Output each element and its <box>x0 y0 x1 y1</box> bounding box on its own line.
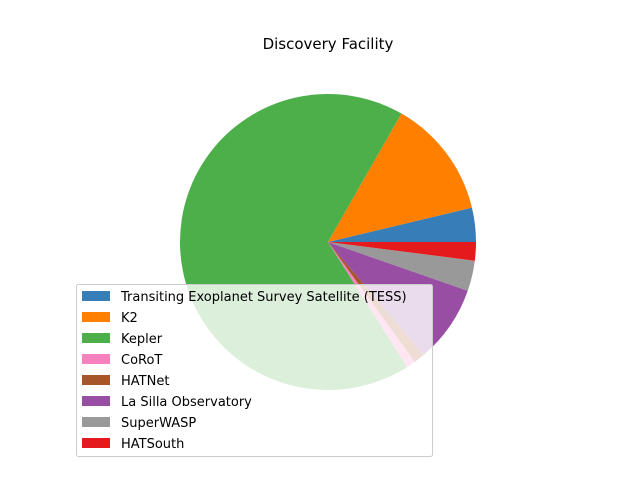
legend-label-4: HATNet <box>121 374 169 389</box>
legend-item-7: HATSouth <box>82 437 184 452</box>
legend-label-6: SuperWASP <box>121 416 196 431</box>
pie-slice-0 <box>328 207 476 242</box>
legend-label-5: La Silla Observatory <box>121 395 252 410</box>
legend-item-5: La Silla Observatory <box>82 395 252 410</box>
legend-swatch-2 <box>82 333 110 343</box>
legend-item-1: K2 <box>82 311 138 326</box>
legend-item-2: Kepler <box>82 332 163 347</box>
pie-slice-6 <box>328 242 475 291</box>
legend-swatch-1 <box>82 312 110 322</box>
legend-swatch-3 <box>82 354 110 364</box>
legend-label-7: HATSouth <box>121 437 184 452</box>
pie-slice-7 <box>328 242 476 261</box>
legend-item-6: SuperWASP <box>82 416 196 431</box>
legend-swatch-0 <box>82 291 110 301</box>
legend-swatch-6 <box>82 417 110 427</box>
legend-label-2: Kepler <box>121 332 163 347</box>
legend-item-3: CoRoT <box>82 353 162 368</box>
legend-items: Transiting Exoplanet Survey Satellite (T… <box>82 290 407 452</box>
legend-label-1: K2 <box>121 311 138 326</box>
legend-label-0: Transiting Exoplanet Survey Satellite (T… <box>120 290 407 305</box>
legend-label-3: CoRoT <box>121 353 162 368</box>
legend-item-0: Transiting Exoplanet Survey Satellite (T… <box>82 290 407 305</box>
legend-item-4: HATNet <box>82 374 169 389</box>
legend-frame <box>76 284 433 457</box>
legend-swatch-4 <box>82 375 110 385</box>
legend-swatch-7 <box>82 438 110 448</box>
chart-title: Discovery Facility <box>263 35 394 53</box>
legend-swatch-5 <box>82 396 110 406</box>
pie-slice-1 <box>328 113 472 243</box>
legend: Transiting Exoplanet Survey Satellite (T… <box>76 284 433 457</box>
